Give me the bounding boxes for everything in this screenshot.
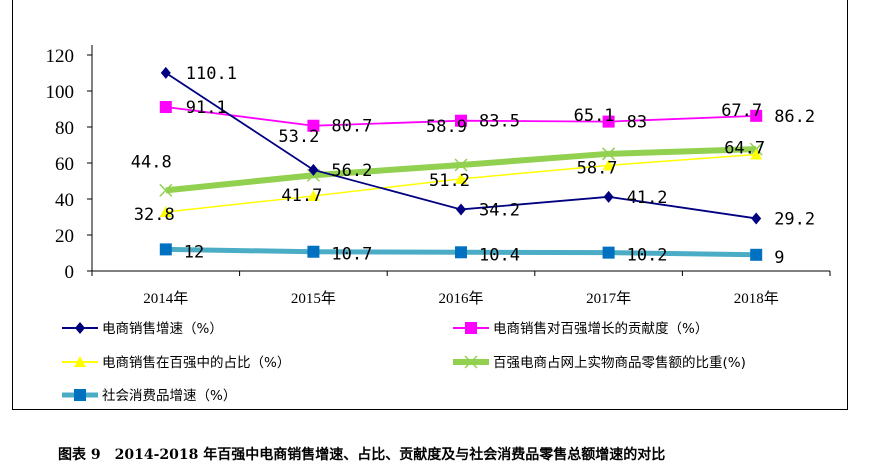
line-chart: 0 20 40 60 80 100 120 2014年 2015年 2016年 2017年 2018年…	[46, 45, 831, 404]
data-label: 41.7	[281, 186, 322, 206]
y-tick-label: 40	[55, 190, 74, 211]
chart-caption: 图表 9 2014-2018 年百强中电商销售增速、占比、贡献度及与社会消费品零…	[58, 447, 666, 463]
square-marker	[159, 243, 172, 256]
data-label: 32.8	[134, 205, 175, 225]
legend-label: 电商销售对百强增长的贡献度（%）	[493, 321, 708, 337]
x-marker	[159, 183, 173, 197]
legend-label: 电商销售增速（%）	[102, 321, 223, 337]
y-tick-label: 0	[65, 262, 75, 283]
legend-label: 社会消费品增速（%）	[102, 388, 236, 404]
data-label: 67.7	[721, 101, 762, 121]
legend-item-4: 社会消费品增速（%）	[62, 388, 236, 404]
data-label: 10.7	[331, 245, 372, 265]
square-marker	[750, 109, 763, 122]
x-tick-label: 2014年	[143, 290, 188, 307]
data-label: 53.2	[278, 127, 319, 147]
data-label: 80.7	[331, 117, 372, 137]
x-tick-label: 2016年	[438, 290, 483, 307]
data-label: 83.5	[479, 112, 520, 132]
data-label: 9	[774, 248, 784, 268]
triangle-marker	[74, 356, 86, 367]
legend-item-3: 百强电商占网上实物商品零售额的比重(%)	[453, 355, 746, 371]
data-label: 86.2	[774, 107, 815, 127]
diamond-marker	[456, 203, 466, 216]
data-label: 58.9	[426, 117, 467, 137]
y-tick-label: 100	[46, 82, 75, 103]
series-0	[160, 66, 762, 225]
diamond-marker	[160, 66, 171, 79]
diamond-marker	[603, 190, 614, 203]
series-4	[159, 243, 763, 261]
square-marker	[465, 322, 477, 334]
series-1	[159, 101, 763, 132]
series-line	[165, 72, 757, 220]
data-label: 44.8	[131, 152, 172, 172]
diamond-marker	[751, 212, 762, 225]
x-marker	[454, 158, 468, 172]
data-label: 64.7	[724, 139, 765, 159]
x-tick-label: 2015年	[291, 290, 336, 307]
triangle-marker	[602, 159, 615, 171]
data-label: 83	[627, 113, 647, 133]
legend-item-2: 电商销售在百强中的占比（%）	[62, 355, 290, 371]
chart-frame	[12, 0, 848, 410]
series-2	[159, 148, 763, 217]
y-tick-label: 80	[55, 118, 74, 139]
square-marker	[750, 248, 763, 261]
diamond-marker	[308, 163, 319, 176]
data-label: 65.1	[574, 106, 615, 126]
legend-label: 百强电商占网上实物商品零售额的比重(%)	[493, 355, 746, 371]
square-marker	[307, 245, 320, 258]
triangle-marker	[750, 148, 763, 160]
data-label: 110.1	[186, 64, 237, 84]
square-marker	[455, 114, 467, 127]
data-label: 91.1	[186, 98, 227, 118]
square-marker	[602, 115, 615, 128]
data-label: 10.2	[627, 246, 668, 266]
data-label: 29.2	[774, 209, 815, 229]
data-label: 56.2	[331, 161, 372, 181]
square-marker	[455, 246, 467, 259]
legend-item-1: 电商销售对百强增长的贡献度（%）	[453, 321, 708, 337]
data-label: 12	[184, 242, 204, 262]
square-marker	[74, 389, 86, 401]
diamond-marker	[75, 322, 85, 334]
x-marker	[464, 355, 478, 369]
square-marker	[602, 246, 615, 259]
y-tick-label: 20	[55, 226, 74, 247]
data-label: 58.7	[577, 158, 618, 178]
data-label: 41.2	[627, 188, 668, 208]
legend-label: 电商销售在百强中的占比（%）	[102, 355, 290, 371]
triangle-marker	[159, 205, 172, 217]
x-tick-label: 2017年	[586, 290, 631, 307]
square-marker	[307, 119, 320, 132]
triangle-marker	[455, 172, 467, 184]
data-label: 51.2	[429, 171, 470, 191]
series-3	[159, 142, 763, 197]
data-label: 34.2	[479, 200, 520, 220]
square-marker	[159, 101, 172, 114]
data-label: 10.4	[479, 245, 520, 265]
y-tick-label: 120	[46, 46, 75, 67]
x-tick-label: 2018年	[734, 290, 779, 307]
triangle-marker	[307, 189, 320, 201]
y-tick-label: 60	[55, 154, 74, 175]
legend-item-0: 电商销售增速（%）	[62, 321, 223, 337]
x-marker	[602, 147, 616, 161]
